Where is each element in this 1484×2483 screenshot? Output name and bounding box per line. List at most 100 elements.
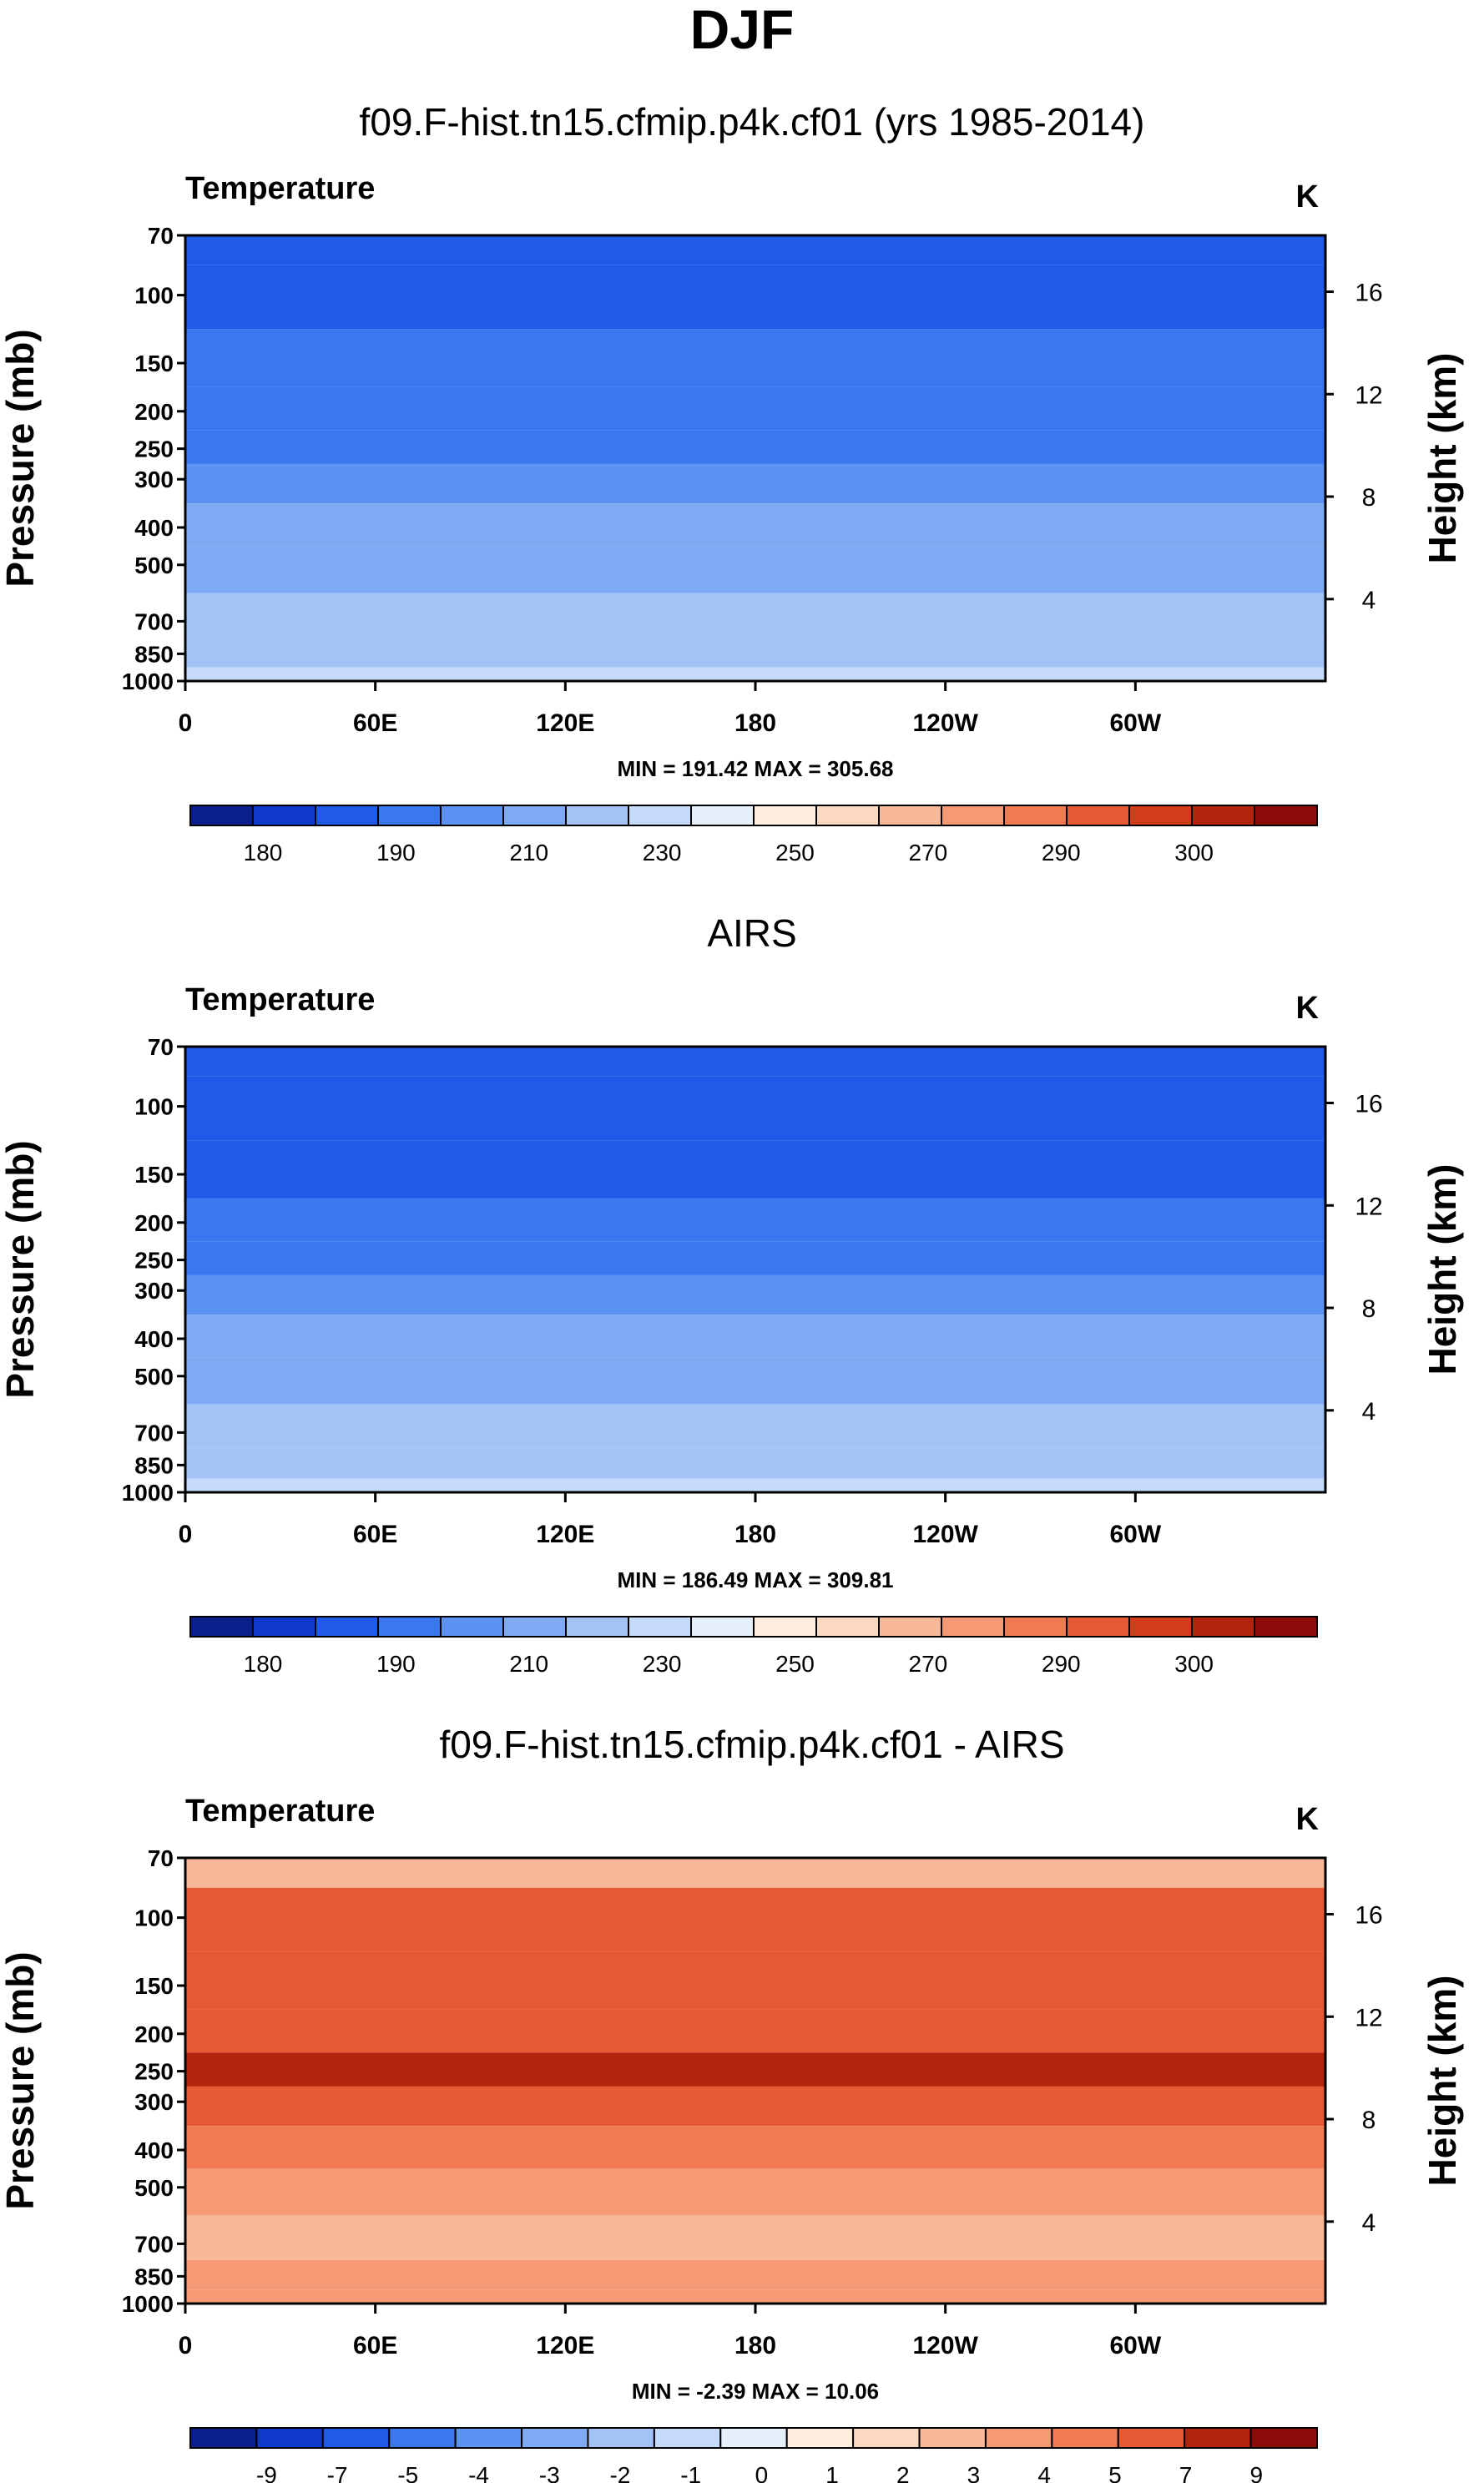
colorbar-label: 1	[825, 2462, 839, 2483]
colorbar-swatch	[815, 805, 880, 826]
colorbar-label: -1	[680, 2462, 701, 2483]
colorbar-swatch	[565, 805, 629, 826]
heatmap-band	[185, 430, 1325, 464]
heatmap-band	[185, 1357, 1325, 1405]
colorbar-swatch	[440, 805, 504, 826]
heatmap-band	[185, 637, 1325, 668]
y-tick-label: 300	[134, 1278, 174, 1304]
colorbar-label: 300	[1174, 840, 1214, 866]
colorbar-label: -7	[327, 2462, 348, 2483]
y-tick-label: 250	[134, 437, 174, 462]
x-tick-label: 120W	[912, 1521, 978, 1548]
heatmap-band	[185, 1274, 1325, 1315]
colorbar-swatch	[454, 2427, 523, 2449]
colorbar-label: 190	[376, 1651, 416, 1677]
heatmap-band	[185, 546, 1325, 593]
colorbar-label: 250	[775, 840, 815, 866]
y-tick-label: 250	[134, 1248, 174, 1274]
colorbar-label: 230	[643, 1651, 682, 1677]
heatmap-band	[185, 2126, 1325, 2169]
colorbar-swatch	[1003, 1616, 1068, 1638]
panel-title: AIRS	[707, 911, 796, 955]
colorbar-label: 230	[643, 840, 682, 866]
colorbar-swatch	[941, 1616, 1005, 1638]
colorbar-label: 5	[1108, 2462, 1122, 2483]
colorbar-swatch	[878, 1616, 942, 1638]
colorbar-swatch	[315, 805, 379, 826]
colorbar-label: 7	[1179, 2462, 1193, 2483]
x-tick-label: 120E	[536, 709, 594, 737]
height-tick-label: 12	[1355, 2004, 1382, 2031]
colorbar-swatch	[521, 2427, 589, 2449]
colorbar-swatch	[502, 805, 567, 826]
colorbar-swatch	[984, 2427, 1053, 2449]
colorbar-swatch	[1254, 805, 1318, 826]
colorbar-swatch	[690, 1616, 755, 1638]
colorbar-swatch	[255, 2427, 324, 2449]
panel-title: f09.F-hist.tn15.cfmip.p4k.cf01 (yrs 1985…	[360, 100, 1145, 144]
units-label: K	[1296, 179, 1320, 214]
x-tick-label: 120E	[536, 1521, 594, 1548]
heatmap-band	[185, 463, 1325, 504]
colorbar-label: -2	[609, 2462, 630, 2483]
colorbar-label: 210	[509, 840, 548, 866]
colorbar-swatch	[653, 2427, 722, 2449]
min-max-stats: MIN = 186.49 MAX = 309.81	[618, 1567, 894, 1592]
colorbar-label: 210	[509, 1651, 548, 1677]
x-tick-label: 60E	[353, 2332, 397, 2359]
colorbar-label: -5	[397, 2462, 418, 2483]
heatmap-band	[185, 386, 1325, 431]
heatmap-band	[185, 1140, 1325, 1199]
y-tick-label: 400	[134, 2137, 174, 2163]
colorbar-swatch	[878, 805, 942, 826]
height-tick-label: 4	[1362, 587, 1376, 614]
colorbar-swatch	[753, 805, 817, 826]
y-axis-title: Pressure (mb)	[0, 1951, 42, 2209]
colorbar-label: -9	[256, 2462, 277, 2483]
colorbar-swatch	[1066, 805, 1130, 826]
variable-label: Temperature	[185, 1794, 375, 1829]
figure-title: DJF	[690, 0, 795, 60]
heatmap-band	[185, 1858, 1325, 1888]
panel-title: f09.F-hist.tn15.cfmip.p4k.cf01 - AIRS	[439, 1723, 1064, 1766]
colorbar-swatch	[628, 1616, 692, 1638]
x-tick-label: 60W	[1109, 709, 1161, 737]
colorbar-swatch	[753, 1616, 817, 1638]
y-tick-label: 1000	[122, 1480, 174, 1506]
colorbar-swatch	[628, 805, 692, 826]
colorbar-swatch	[1051, 2427, 1119, 2449]
x-tick-label: 0	[179, 1521, 193, 1548]
heatmap-band	[185, 1478, 1325, 1492]
colorbar-swatch	[1128, 1616, 1193, 1638]
colorbar-swatch	[815, 1616, 880, 1638]
heatmap-band	[185, 265, 1325, 330]
heatmap-band	[185, 329, 1325, 387]
height-tick-label: 8	[1362, 2107, 1376, 2134]
colorbar-label: 290	[1042, 1651, 1081, 1677]
colorbar-label: 300	[1174, 1651, 1214, 1677]
x-tick-label: 60E	[353, 1521, 397, 1548]
y-axis-title: Pressure (mb)	[0, 329, 42, 587]
colorbar-label: 0	[755, 2462, 769, 2483]
y-tick-label: 850	[134, 2263, 174, 2289]
colorbar-swatch	[189, 2427, 258, 2449]
colorbar-label: 250	[775, 1651, 815, 1677]
y-tick-label: 1000	[122, 2291, 174, 2317]
colorbar-swatch	[719, 2427, 788, 2449]
colorbar-swatch	[1003, 805, 1068, 826]
y-tick-label: 500	[134, 553, 174, 578]
x-tick-label: 0	[179, 2332, 193, 2359]
right-axis-title: Height (km)	[1421, 353, 1464, 564]
colorbar-label: 270	[909, 840, 948, 866]
heatmap-band	[185, 1241, 1325, 1275]
colorbar-label: 270	[909, 1651, 948, 1677]
height-tick-label: 8	[1362, 1295, 1376, 1323]
colorbar-swatch	[1191, 805, 1255, 826]
height-tick-label: 12	[1355, 381, 1382, 409]
y-tick-label: 150	[134, 1162, 174, 1188]
colorbar-swatch	[189, 805, 254, 826]
colorbar-swatch	[315, 1616, 379, 1638]
y-tick-label: 100	[134, 1905, 174, 1931]
y-tick-label: 100	[134, 1094, 174, 1120]
